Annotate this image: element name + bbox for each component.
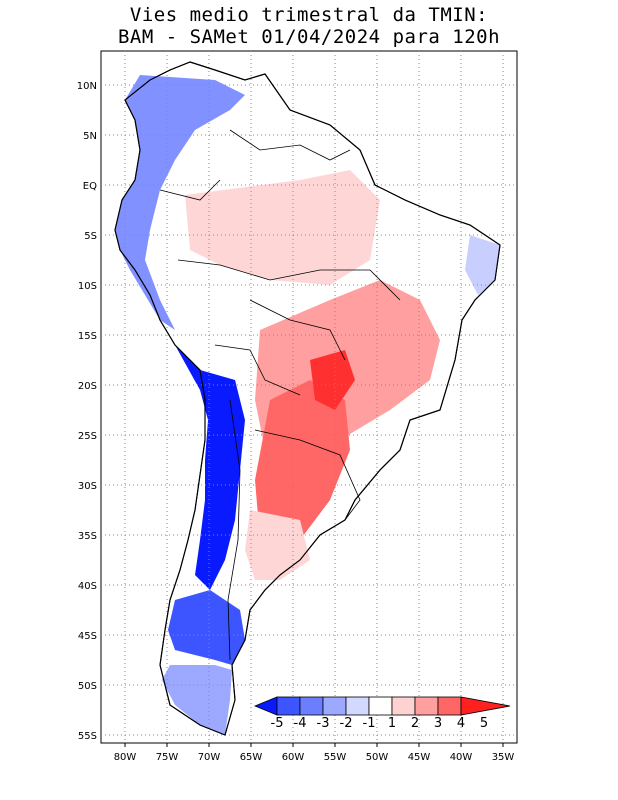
lon-label: 75W	[156, 752, 179, 763]
lat-label: 25S	[78, 431, 97, 442]
colorbar-label: -5	[271, 716, 284, 731]
colorbar-right-arrow	[460, 696, 511, 716]
colorbar-box	[299, 696, 324, 716]
map-title-line-1: Vies medio trimestral da TMIN:	[129, 4, 489, 26]
colorbar-label: -1	[363, 716, 376, 731]
colorbar-box	[414, 696, 439, 716]
cold-bias-andes-south	[175, 345, 245, 590]
colorbar-label: 1	[388, 716, 396, 731]
colorbar-label: -3	[317, 716, 330, 731]
colorbar-box	[368, 696, 393, 716]
lat-label: 10S	[78, 281, 97, 292]
colorbar-box	[391, 696, 416, 716]
lat-label: 55S	[78, 731, 97, 742]
graticule	[101, 51, 517, 743]
map-title-line-2: BAM - SAMet 01/04/2024 para 120h	[117, 26, 501, 48]
latitude-labels: 10N 5N EQ 5S 10S 15S 20S 25S 30S 35S 40S…	[77, 81, 97, 742]
colorbar-box	[345, 696, 370, 716]
lon-label: 60W	[282, 752, 305, 763]
lon-label: 50W	[366, 752, 389, 763]
lon-label: 55W	[324, 752, 347, 763]
map-content	[101, 51, 517, 743]
frame-ticks	[124, 743, 504, 747]
colorbar: -5 -4 -3 -2 -1 1 2 3 4 5	[253, 696, 511, 731]
colorbar-box	[276, 696, 301, 716]
colorbar-label: -2	[340, 716, 353, 731]
lat-label: 10N	[77, 81, 97, 92]
cold-bias-southern-tip	[162, 665, 232, 735]
warm-bias-south	[255, 380, 350, 560]
lat-label: 50S	[78, 681, 97, 692]
country-borders	[159, 129, 401, 661]
warm-bias-argentina	[245, 510, 310, 580]
lon-label: 40W	[450, 752, 473, 763]
lat-label: 35S	[78, 531, 97, 542]
colorbar-label: 3	[434, 716, 442, 731]
lon-label: 35W	[492, 752, 515, 763]
colorbar-label: 4	[457, 716, 465, 731]
lat-label: 15S	[78, 331, 97, 342]
lat-label: EQ	[83, 181, 97, 192]
lat-label: 45S	[78, 631, 97, 642]
lat-label: 5S	[84, 231, 97, 242]
lat-label: 20S	[78, 381, 97, 392]
colorbar-box	[322, 696, 347, 716]
colorbar-label: 2	[411, 716, 419, 731]
lon-label: 80W	[114, 752, 137, 763]
lon-label: 65W	[240, 752, 263, 763]
colorbar-label: -4	[294, 716, 307, 731]
warm-bias-pantanal	[310, 350, 355, 410]
cold-bias-northeast-coast	[465, 235, 500, 295]
colorbar-box	[437, 696, 462, 716]
cold-bias-patagonia	[168, 590, 245, 665]
lon-label: 70W	[198, 752, 221, 763]
coastline	[114, 61, 501, 736]
lat-label: 40S	[78, 581, 97, 592]
lat-label: 5N	[83, 131, 97, 142]
lon-label: 45W	[408, 752, 431, 763]
longitude-labels: 80W 75W 70W 65W 60W 55W 50W 45W 40W 35W	[114, 752, 515, 763]
colorbar-label: 5	[480, 716, 488, 731]
lat-label: 30S	[78, 481, 97, 492]
cold-bias-andes-north	[115, 75, 245, 330]
warm-bias-amazon	[185, 170, 380, 285]
